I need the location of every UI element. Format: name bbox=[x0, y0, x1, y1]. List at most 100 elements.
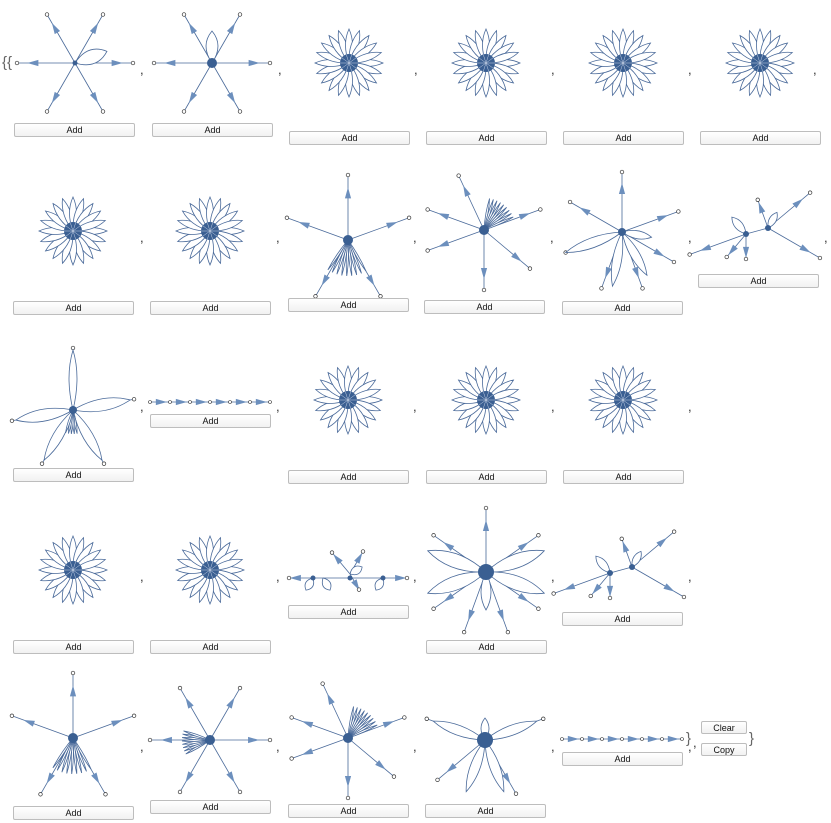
edge-arrow bbox=[382, 721, 395, 728]
graph-vertex bbox=[391, 774, 397, 779]
graph-loop-edge bbox=[759, 34, 781, 64]
hub-detail bbox=[348, 54, 353, 64]
graph-edge bbox=[689, 233, 747, 255]
graph-vertex bbox=[44, 12, 50, 17]
graph-loop-edge bbox=[347, 239, 367, 272]
graph-loop-edge bbox=[622, 399, 644, 429]
graph-loop-edge bbox=[72, 737, 83, 774]
hub-detail bbox=[72, 564, 81, 571]
edge-arrow bbox=[321, 274, 330, 286]
add-button[interactable]: Add bbox=[426, 470, 547, 484]
add-button[interactable]: Add bbox=[562, 612, 683, 626]
graph-loop-edge bbox=[347, 239, 353, 276]
graph-loop-edge bbox=[485, 366, 498, 401]
hub-detail bbox=[622, 54, 627, 64]
graph-loop-edge bbox=[349, 565, 363, 576]
add-button[interactable]: Add bbox=[563, 470, 684, 484]
graph-hub-vertex bbox=[629, 564, 635, 570]
graph-edge bbox=[458, 175, 485, 231]
edge-arrow bbox=[69, 359, 77, 371]
edge-arrow bbox=[517, 592, 529, 602]
add-button[interactable]: Add bbox=[13, 301, 134, 315]
graph-hub-vertex bbox=[72, 60, 78, 66]
add-button[interactable]: Add bbox=[150, 640, 271, 654]
graph-loop-edge bbox=[327, 239, 349, 271]
add-button[interactable]: Add bbox=[289, 131, 410, 145]
hub-detail bbox=[206, 230, 211, 240]
add-button[interactable]: Add bbox=[426, 131, 547, 145]
graph-loop-edge bbox=[184, 739, 211, 752]
graph-loop-edge bbox=[72, 569, 85, 604]
graph-vertex bbox=[237, 789, 243, 795]
graph-loop-edge bbox=[588, 59, 624, 67]
edge-arrow bbox=[502, 772, 511, 784]
edge-arrow bbox=[443, 542, 455, 552]
graph-vertex bbox=[817, 255, 823, 261]
add-button[interactable]: Add bbox=[425, 804, 546, 818]
add-button[interactable]: Add bbox=[288, 605, 409, 619]
edge-arrow bbox=[618, 182, 626, 194]
graph-loop-edge bbox=[726, 62, 761, 75]
graph-loop-edge bbox=[748, 29, 761, 64]
graph-edge bbox=[349, 573, 360, 590]
graph-vertex bbox=[456, 173, 461, 178]
graph-loop-edge bbox=[739, 62, 761, 92]
graph-loop-edge bbox=[485, 29, 498, 64]
add-button[interactable]: Add bbox=[13, 806, 134, 820]
hub-detail bbox=[348, 62, 357, 69]
graph-loop-edge bbox=[485, 62, 515, 84]
hub-detail bbox=[622, 62, 627, 72]
graph-loop-edge bbox=[56, 737, 74, 771]
graph-vertex bbox=[755, 197, 760, 202]
edge-arrow bbox=[235, 398, 247, 406]
clear-button[interactable]: Clear bbox=[701, 721, 747, 734]
hub-detail bbox=[209, 569, 214, 579]
add-button[interactable]: Add bbox=[426, 640, 547, 654]
graph-loop-edge bbox=[61, 569, 74, 604]
add-button[interactable]: Add bbox=[698, 274, 819, 288]
graph-group bbox=[588, 365, 658, 435]
edge-arrow bbox=[592, 583, 602, 595]
add-button[interactable]: Add bbox=[563, 131, 684, 145]
add-button[interactable]: Add bbox=[288, 470, 409, 484]
add-button[interactable]: Add bbox=[13, 640, 134, 654]
add-button[interactable]: Add bbox=[14, 123, 135, 137]
hub-detail bbox=[65, 564, 74, 571]
graph-loop-edge bbox=[70, 737, 74, 775]
graph-vertex bbox=[284, 215, 290, 220]
graph-loop-edge bbox=[759, 51, 794, 64]
add-button[interactable]: Add bbox=[562, 752, 683, 766]
graph-vertex bbox=[600, 737, 604, 741]
add-button[interactable]: Add bbox=[150, 800, 271, 814]
add-button[interactable]: Add bbox=[288, 804, 409, 818]
graph-vertex bbox=[640, 737, 644, 741]
graph-loop-edge bbox=[347, 399, 377, 421]
edge-arrow bbox=[90, 442, 99, 454]
graph-loop-edge bbox=[622, 388, 657, 401]
add-button[interactable]: Add bbox=[150, 414, 271, 428]
graph-loop-edge bbox=[72, 536, 85, 571]
graph-loop-edge bbox=[206, 569, 214, 605]
graph-loop-edge bbox=[205, 30, 219, 64]
graph-vertex bbox=[130, 60, 136, 66]
add-button[interactable]: Add bbox=[700, 131, 821, 145]
graph-loop-edge bbox=[344, 365, 352, 401]
list-open-brace: {{ bbox=[2, 54, 13, 71]
add-button[interactable]: Add bbox=[562, 301, 683, 315]
graph-edge bbox=[179, 687, 211, 741]
graph-loop-edge bbox=[38, 566, 74, 574]
edge-arrow bbox=[23, 413, 35, 420]
graph-group bbox=[289, 681, 407, 801]
add-button[interactable]: Add bbox=[152, 123, 273, 137]
edge-arrow bbox=[437, 213, 450, 220]
add-button[interactable]: Add bbox=[288, 298, 409, 312]
add-button[interactable]: Add bbox=[150, 301, 271, 315]
add-button[interactable]: Add bbox=[13, 468, 134, 482]
add-button[interactable]: Add bbox=[424, 300, 545, 314]
copy-button[interactable]: Copy bbox=[701, 743, 747, 756]
list-separator: , bbox=[413, 569, 417, 584]
hub-detail bbox=[756, 54, 761, 64]
hub-detail bbox=[615, 399, 624, 406]
edge-arrow bbox=[667, 735, 679, 743]
hub-detail bbox=[347, 399, 352, 409]
